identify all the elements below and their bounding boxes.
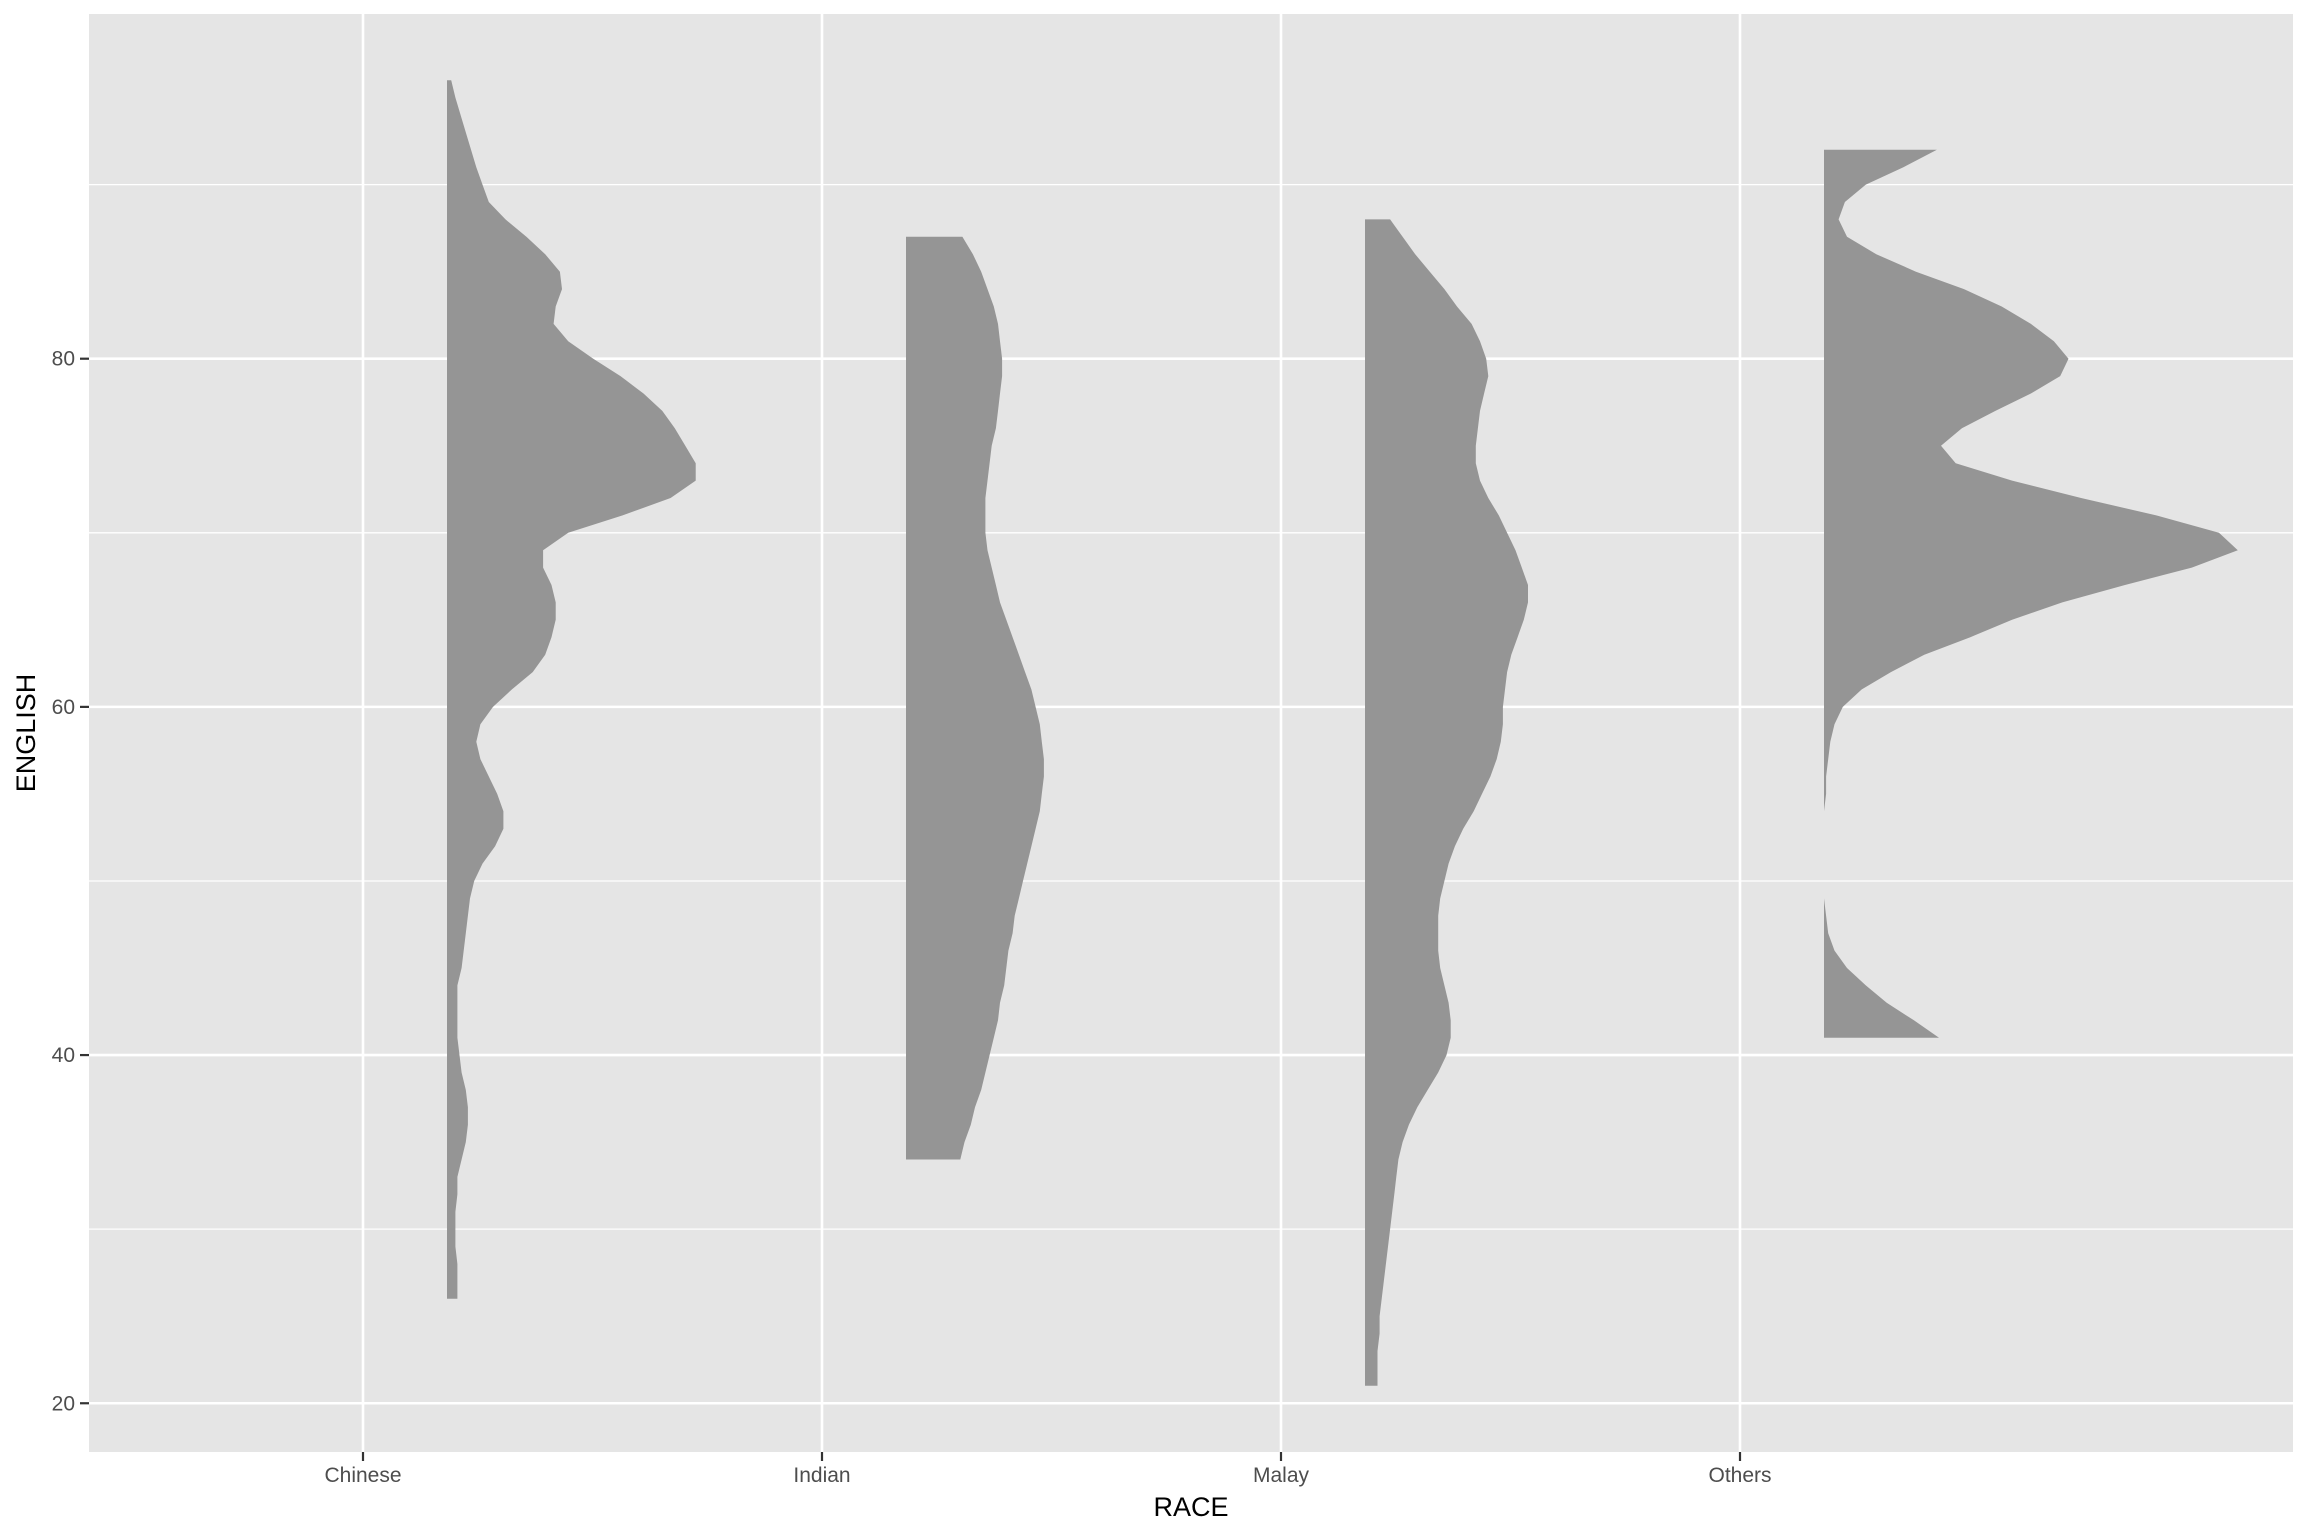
plot-panel	[89, 14, 2293, 1452]
x-tick-label: Indian	[793, 1464, 850, 1487]
y-axis-title: ENGLISH	[11, 674, 41, 793]
y-tick-label: 60	[52, 696, 75, 719]
x-tick-label: Chinese	[324, 1464, 401, 1487]
x-axis: Chinese Indian Malay Others	[324, 1452, 1772, 1487]
y-axis: 20 40 60 80	[52, 348, 89, 1415]
x-tick-label: Malay	[1253, 1464, 1310, 1487]
plot-panel-background	[89, 14, 2293, 1452]
y-tick-label: 20	[52, 1392, 75, 1415]
y-tick-label: 80	[52, 348, 75, 371]
violin-others	[1824, 149, 2238, 1038]
violin-indian	[906, 236, 1044, 1160]
y-tick-label: 40	[52, 1044, 75, 1067]
violin-chinese	[447, 80, 696, 1299]
violin-series	[447, 80, 2238, 1386]
violin-malay	[1365, 219, 1528, 1386]
x-axis-title: RACE	[1153, 1492, 1228, 1522]
x-tick-label: Others	[1708, 1464, 1771, 1487]
